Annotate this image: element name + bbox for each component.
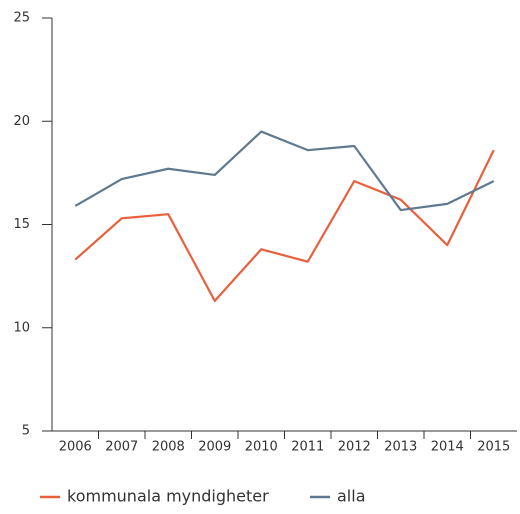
- x-tick-label: 2008: [152, 440, 185, 455]
- x-tick-label: 2012: [338, 440, 371, 455]
- y-tick-label: 10: [13, 320, 30, 335]
- y-tick-label: 5: [22, 424, 30, 439]
- y-tick-label: 20: [13, 114, 30, 129]
- legend-label: alla: [337, 487, 366, 506]
- legend-label: kommunala myndigheter: [67, 487, 269, 506]
- x-tick-label: 2011: [291, 440, 324, 455]
- x-tick-label: 2015: [477, 440, 510, 455]
- x-tick-label: 2013: [384, 440, 417, 455]
- line: [74, 149, 495, 303]
- y-tick-label: 15: [13, 217, 30, 232]
- line: [74, 130, 495, 212]
- x-tick-label: 2014: [431, 440, 464, 455]
- x-tick-label: 2010: [245, 440, 278, 455]
- x-tick-label: 2007: [105, 440, 138, 455]
- y-tick-label: 25: [13, 11, 30, 26]
- x-tick-label: 2006: [59, 440, 92, 455]
- x-tick-label: 2009: [198, 440, 231, 455]
